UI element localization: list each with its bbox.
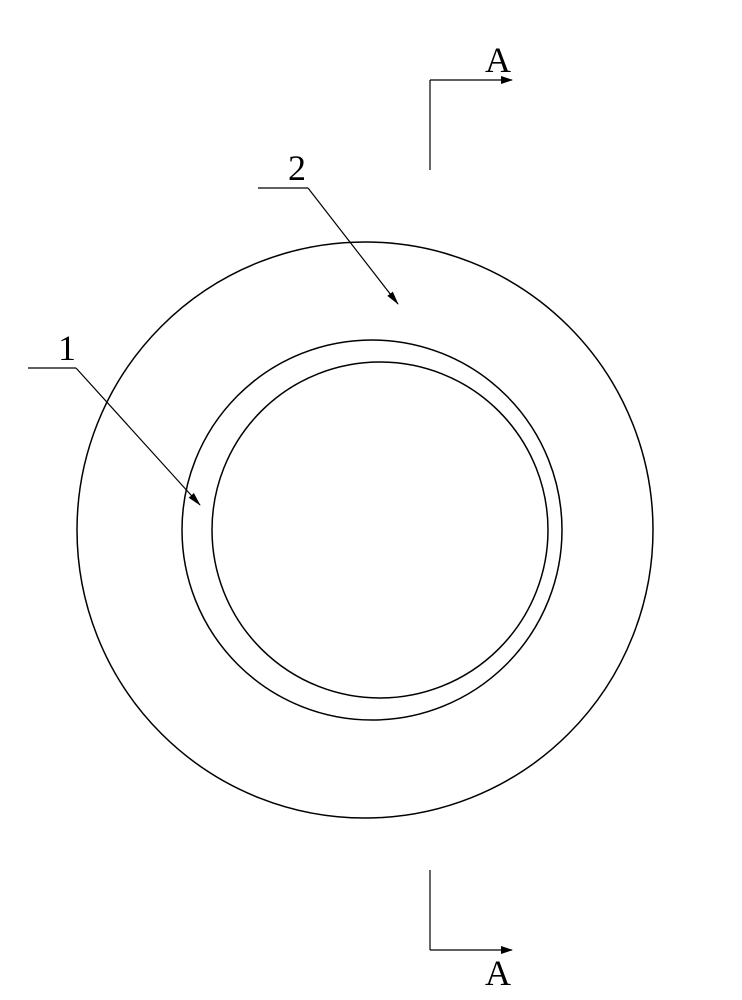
section-mark-bottom: A (430, 870, 512, 993)
annotation-2: 2 (258, 148, 398, 304)
section-mark-top: A (430, 40, 512, 170)
circle-outer (77, 242, 653, 818)
annotation-label: 2 (288, 148, 306, 188)
annotation-1: 1 (28, 328, 200, 505)
section-label-bottom: A (485, 953, 511, 993)
circle-inner (212, 362, 548, 698)
circle-middle (182, 340, 562, 720)
annotation-leader (76, 368, 200, 505)
annotation-label: 1 (58, 328, 76, 368)
section-label-top: A (485, 40, 511, 80)
